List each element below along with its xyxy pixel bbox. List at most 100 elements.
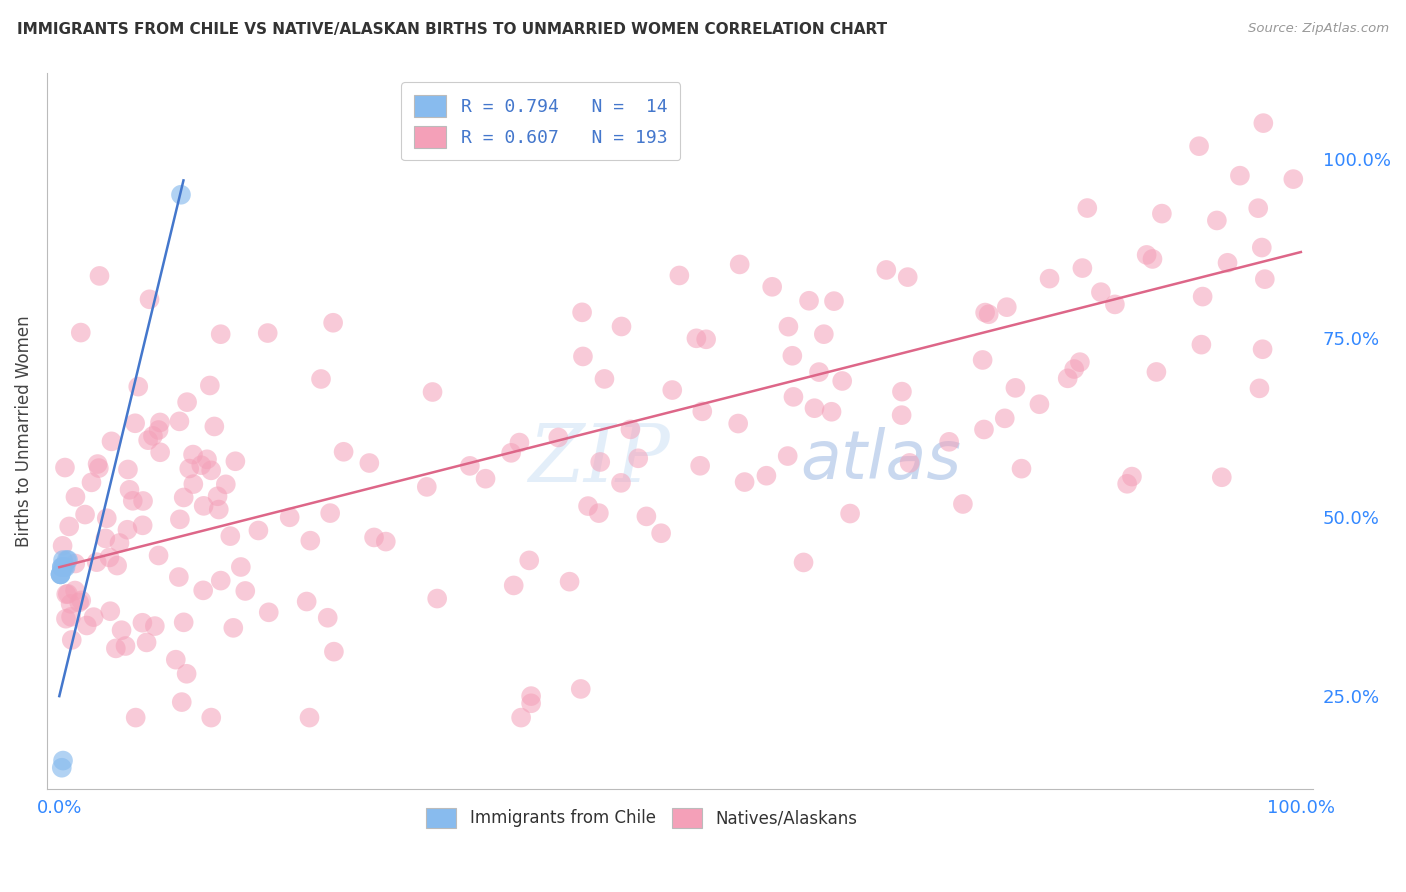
Point [143,619,166,633]
Point [257,605,280,619]
Point [668,268,690,283]
Point [1191,289,1213,303]
Point [198,378,221,392]
Point [808,365,831,379]
Point [110,624,132,638]
Point [149,445,172,459]
Point [1116,476,1139,491]
Point [53,560,76,574]
Point [458,458,481,473]
Point [610,319,633,334]
Point [813,327,835,342]
Point [1011,461,1033,475]
Point [1188,139,1211,153]
Point [124,417,146,431]
Point [135,635,157,649]
Point [803,401,825,416]
Point [569,681,592,696]
Point [319,506,342,520]
Point [897,270,920,285]
Point [167,570,190,584]
Point [209,327,232,342]
Point [974,305,997,319]
Point [823,294,845,309]
Point [86,457,108,471]
Point [695,332,717,346]
Point [233,584,256,599]
Point [148,423,170,437]
Point [176,395,198,409]
Point [875,263,897,277]
Point [104,641,127,656]
Point [52,754,75,768]
Point [593,372,616,386]
Point [60,610,83,624]
Point [1254,272,1277,286]
Point [761,280,783,294]
Point [782,349,804,363]
Point [190,458,212,473]
Point [1121,469,1143,483]
Point [200,463,222,477]
Y-axis label: Births to Unmarried Women: Births to Unmarried Women [15,315,32,547]
Point [995,300,1018,314]
Point [332,444,354,458]
Point [839,507,862,521]
Point [98,550,121,565]
Point [502,578,524,592]
Point [1069,355,1091,369]
Point [298,710,321,724]
Point [359,456,381,470]
Point [173,491,195,505]
Point [76,618,98,632]
Point [215,477,238,491]
Point [650,526,672,541]
Point [820,405,842,419]
Point [517,553,540,567]
Point [89,268,111,283]
Point [426,591,449,606]
Point [898,456,921,470]
Text: atlas: atlas [800,426,962,492]
Point [49,567,72,582]
Point [55,612,77,626]
Point [278,510,301,524]
Point [797,293,820,308]
Point [1251,343,1274,357]
Point [972,353,994,368]
Point [734,475,756,489]
Point [49,567,72,582]
Point [793,556,815,570]
Point [65,490,87,504]
Point [136,433,159,447]
Point [75,508,97,522]
Point [755,468,778,483]
Point [49,567,72,582]
Point [782,390,804,404]
Point [1090,285,1112,300]
Point [63,583,86,598]
Point [86,555,108,569]
Point [1004,381,1026,395]
Point [994,411,1017,425]
Point [55,553,77,567]
Point [121,493,143,508]
Point [576,499,599,513]
Text: ZIP: ZIP [529,421,669,499]
Point [222,621,245,635]
Point [256,326,278,340]
Point [202,419,225,434]
Point [1211,470,1233,484]
Point [1136,248,1159,262]
Point [149,416,172,430]
Text: IMMIGRANTS FROM CHILE VS NATIVE/ALASKAN BIRTHS TO UNMARRIED WOMEN CORRELATION CH: IMMIGRANTS FROM CHILE VS NATIVE/ALASKAN … [17,22,887,37]
Point [938,434,960,449]
Point [295,594,318,608]
Point [105,558,128,573]
Point [148,549,170,563]
Point [1205,213,1227,227]
Point [610,475,633,490]
Point [508,435,530,450]
Point [208,502,231,516]
Point [558,574,581,589]
